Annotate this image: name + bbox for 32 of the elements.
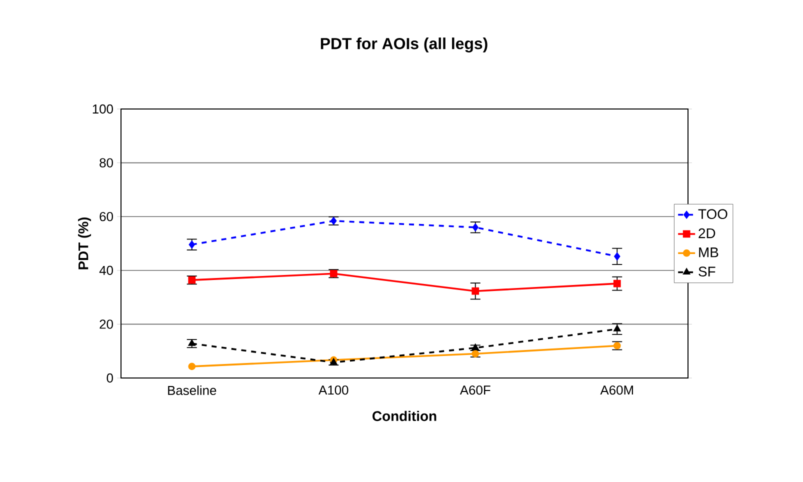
point [330,358,337,365]
y-tick-label: 100 [92,104,113,114]
point [330,270,338,278]
point [188,362,196,370]
chart-title: PDT for AOIs (all legs) [320,38,488,52]
x-tick-label: A100 [318,386,348,395]
y-tick-label: 60 [100,212,113,222]
legend-label: TOO [698,209,728,220]
y-axis-title: PDT (%) [78,217,92,270]
y-tick-label: 0 [106,373,113,383]
point [614,252,620,260]
point [188,240,195,248]
point [472,344,479,350]
y-tick-label: 80 [100,158,113,168]
point [472,224,478,232]
legend-label: 2D [698,228,716,238]
x-tick-label: A60F [460,386,490,395]
point [472,287,480,295]
x-tick-label: A60M [600,386,633,395]
point [188,276,196,284]
legend-label: SF [698,266,716,276]
x-axis-title: Condition [372,410,436,422]
point [614,325,620,332]
point [613,280,621,288]
legend-label: MB [699,248,718,258]
x-tick-label: Baseline [168,386,216,396]
point [472,350,480,358]
y-tick-label: 40 [99,266,113,275]
point [330,217,337,225]
y-tick-label: 20 [100,320,113,329]
point [613,342,621,350]
point [188,340,196,346]
